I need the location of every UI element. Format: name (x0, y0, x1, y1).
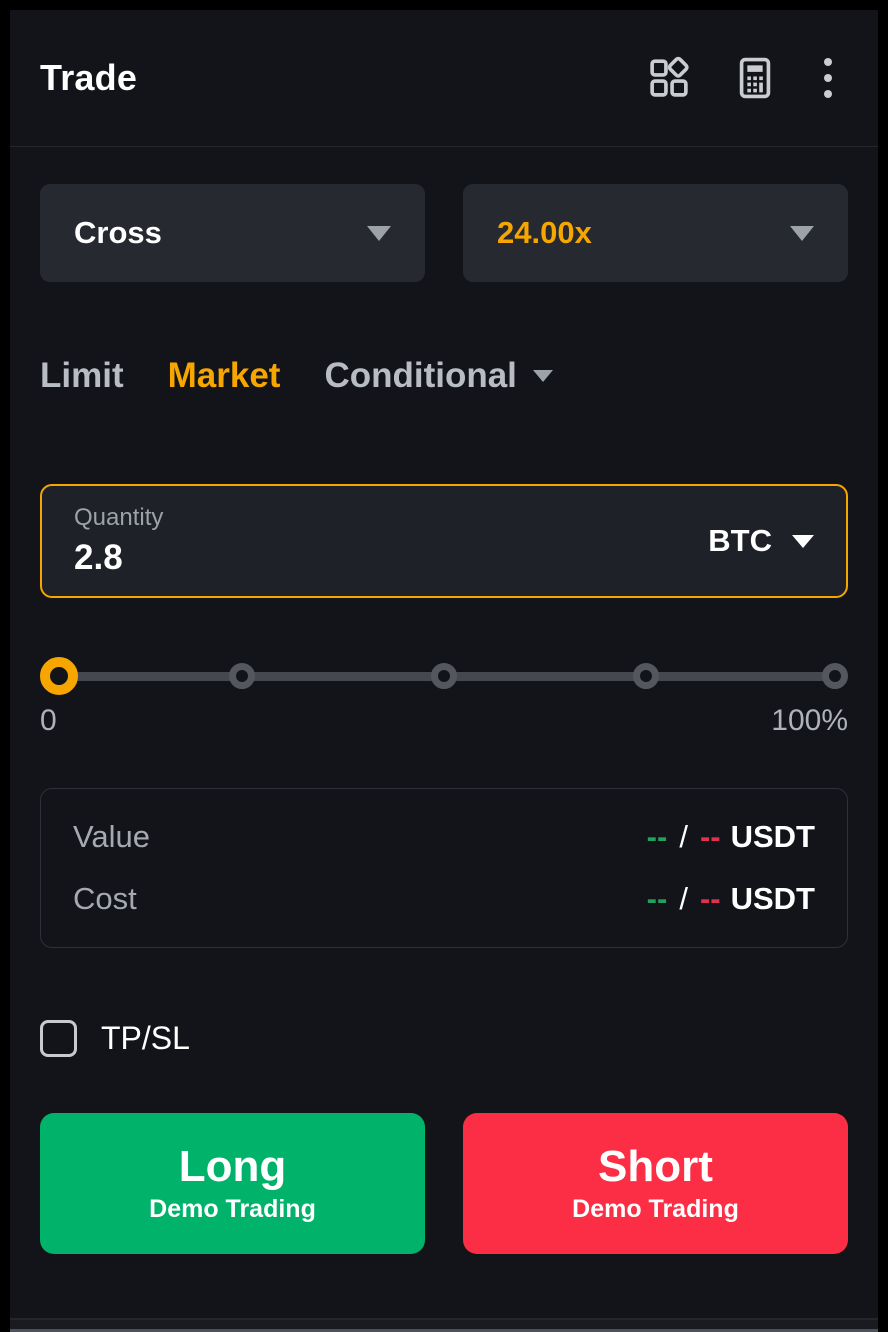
panel-header: Trade (10, 10, 878, 147)
slider-min-label: 0 (40, 704, 57, 737)
order-summary: Value -- / -- USDT Cost -- / -- USDT (40, 788, 848, 948)
chevron-down-icon (792, 534, 814, 548)
value-amount: -- / -- USDT (646, 819, 815, 854)
unit-value: BTC (708, 523, 772, 558)
long-button[interactable]: Long Demo Trading (40, 1113, 425, 1254)
action-buttons: Long Demo Trading Short Demo Trading (40, 1113, 848, 1254)
quantity-value[interactable]: 2.8 (74, 538, 123, 577)
widgets-icon[interactable] (646, 55, 692, 101)
value-label: Value (73, 819, 150, 854)
calculator-icon[interactable] (732, 55, 778, 101)
more-options-icon[interactable] (818, 58, 838, 98)
tab-conditional[interactable]: Conditional (324, 356, 553, 396)
margin-mode-select[interactable]: Cross (40, 184, 425, 282)
slider-tick-25[interactable] (229, 663, 255, 689)
trade-panel: Trade (10, 10, 878, 1332)
tab-limit[interactable]: Limit (40, 356, 124, 395)
summary-row-cost: Cost -- / -- USDT (73, 873, 815, 925)
margin-leverage-row: Cross 24.00x (40, 184, 848, 282)
tpsl-checkbox[interactable] (40, 1020, 77, 1057)
slider-tick-75[interactable] (633, 663, 659, 689)
leverage-value: 24.00x (497, 215, 592, 250)
quantity-slider[interactable] (40, 656, 848, 696)
slider-tick-100[interactable] (822, 663, 848, 689)
summary-row-value: Value -- / -- USDT (73, 811, 815, 863)
quantity-field: Quantity 2.8 (74, 504, 163, 578)
cost-amount: -- / -- USDT (646, 881, 815, 916)
slider-handle[interactable] (40, 657, 78, 695)
tpsl-row[interactable]: TP/SL (40, 1020, 190, 1057)
slider-tick-50[interactable] (431, 663, 457, 689)
cost-label: Cost (73, 881, 137, 916)
chevron-down-icon (532, 370, 553, 382)
chevron-down-icon (790, 225, 814, 241)
tpsl-label: TP/SL (101, 1020, 190, 1056)
panel-title: Trade (40, 57, 138, 98)
quantity-input[interactable]: Quantity 2.8 BTC (40, 484, 848, 598)
unit-select[interactable]: BTC (708, 523, 814, 559)
order-type-tabs: Limit Market Conditional (40, 356, 848, 396)
header-icons (646, 55, 838, 101)
leverage-select[interactable]: 24.00x (463, 184, 848, 282)
short-button[interactable]: Short Demo Trading (463, 1113, 848, 1254)
panel-bottom-divider (10, 1318, 878, 1332)
slider-max-label: 100% (771, 704, 848, 737)
margin-mode-value: Cross (74, 215, 162, 250)
slider-labels: 0 100% (40, 704, 848, 738)
chevron-down-icon (367, 225, 391, 241)
panel-content: Cross 24.00x Limit Market Conditional (10, 147, 878, 1318)
quantity-label: Quantity (74, 504, 164, 531)
tab-market[interactable]: Market (167, 356, 281, 395)
tab-conditional-label: Conditional (324, 356, 517, 395)
